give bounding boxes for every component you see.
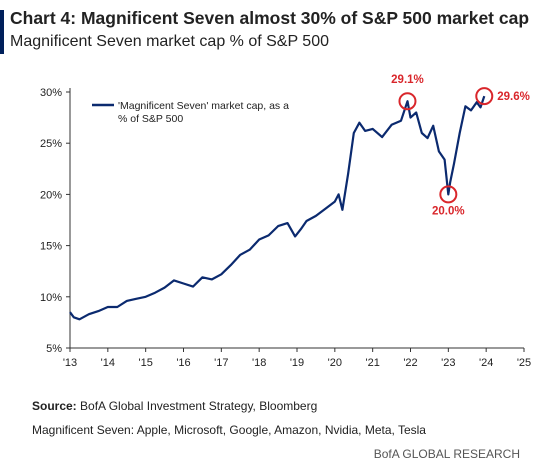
y-tick-label: 25% (40, 138, 62, 150)
annotation-circle (439, 185, 458, 204)
y-axis: 5% 10% 15% 20% 25% 30% (40, 87, 71, 355)
x-tick-label: '23 (441, 357, 455, 369)
x-tick-label: '24 (479, 357, 493, 369)
y-tick-label: 10% (40, 292, 62, 304)
x-axis: '13 '14 '15 '16 '17 '18 '19 '20 '21 '22 '23 '24 '25 (63, 347, 531, 369)
x-tick-label: '13 (63, 357, 77, 369)
title-accent-bar (0, 10, 4, 54)
x-tick-label: '17 (214, 357, 228, 369)
plot-area (69, 95, 486, 321)
annotation-circle (475, 87, 494, 106)
x-tick-label: '22 (403, 357, 417, 369)
x-tick-label: '21 (365, 357, 379, 369)
legend: 'Magnificent Seven' market cap, as a% of… (92, 100, 289, 125)
annotation-label: 20.0% (432, 205, 465, 217)
source-label: Source: (32, 399, 77, 413)
annotation-label: 29.1% (391, 74, 424, 86)
definition-note: Magnificent Seven: Apple, Microsoft, Goo… (32, 423, 426, 437)
annotations: 29.1% 20.0% 29.6% (391, 74, 530, 217)
legend-label: 'Magnificent Seven' market cap, as a% of… (118, 100, 289, 125)
y-tick-label: 15% (40, 241, 62, 253)
x-tick-label: '19 (290, 357, 304, 369)
x-tick-label: '16 (176, 357, 190, 369)
brand-label: BofA GLOBAL RESEARCH (373, 447, 520, 461)
x-tick-label: '20 (328, 357, 342, 369)
legend-label-line: % of S&P 500 (118, 113, 183, 125)
y-tick-label: 20% (40, 189, 62, 201)
line-chart: 5%10%15%20%25%30% '13'14'15'16'17'18'19 '… (40, 74, 531, 369)
y-tick-label: 30% (40, 87, 62, 99)
source-text: BofA Global Investment Strategy, Bloombe… (76, 399, 318, 413)
x-tick-label: '15 (138, 357, 152, 369)
legend-label-line: 'Magnificent Seven' market cap, as a (118, 100, 289, 112)
annotation-circle (398, 92, 417, 111)
source-note: Source: BofA Global Investment Strategy,… (32, 399, 317, 413)
chart-subtitle: Magnificent Seven market cap % of S&P 50… (10, 33, 329, 50)
annotation-label: 29.6% (497, 91, 530, 103)
y-tick-label: 5% (46, 343, 62, 355)
chart-title: Chart 4: Magnificent Seven almost 30% of… (10, 8, 530, 28)
x-tick-label: '14 (101, 357, 115, 369)
x-tick-label: '25 (517, 357, 531, 369)
series-line (69, 95, 486, 321)
x-tick-label: '18 (252, 357, 266, 369)
